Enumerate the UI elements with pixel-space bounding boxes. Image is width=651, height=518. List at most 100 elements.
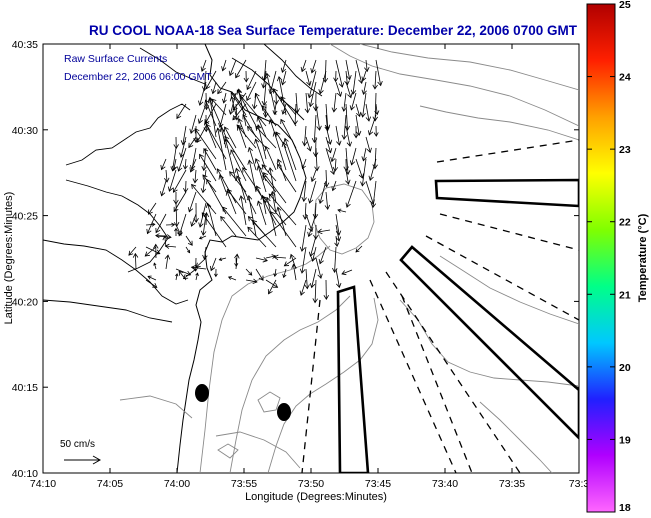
colorbar <box>586 3 616 513</box>
current-vector <box>215 127 227 171</box>
radar-beam-dashed-lines <box>301 139 579 473</box>
current-vector <box>308 235 317 257</box>
colorbar-tick-label: 25 <box>619 0 631 11</box>
current-vector <box>175 224 182 236</box>
current-vector <box>256 165 267 193</box>
current-vector <box>272 103 278 115</box>
current-vector <box>245 268 253 276</box>
current-vector <box>263 172 287 204</box>
current-vector <box>283 137 297 171</box>
current-vector <box>227 188 247 215</box>
current-vector <box>261 105 277 127</box>
coastline <box>176 44 307 473</box>
current-vector <box>280 118 297 149</box>
current-vector <box>225 190 237 215</box>
current-vector <box>299 224 307 252</box>
current-vector <box>307 70 317 99</box>
current-vector <box>312 92 319 112</box>
current-vector <box>162 235 168 248</box>
current-vector <box>153 262 157 270</box>
current-vector <box>176 103 187 120</box>
current-vector <box>160 180 167 197</box>
y-tick-label: 40:10 <box>12 468 38 480</box>
current-vector <box>299 279 307 296</box>
coastline-bay <box>43 103 191 323</box>
current-vector <box>218 103 227 129</box>
current-vector <box>372 70 378 90</box>
current-vector <box>200 169 207 194</box>
current-vector <box>224 126 237 149</box>
current-vector <box>254 138 267 171</box>
current-vector <box>201 212 227 248</box>
current-vector <box>132 252 139 270</box>
current-vector <box>309 268 317 289</box>
legend-line-2: December 22, 2006 06:00 GMT <box>64 71 212 83</box>
current-vector <box>153 243 159 259</box>
current-vector <box>344 70 350 86</box>
y-axis-label: Latitude (Degrees:Minutes) <box>3 192 15 325</box>
current-vector <box>218 257 227 261</box>
current-vector <box>203 148 217 171</box>
current-vector <box>277 163 297 193</box>
current-vector <box>191 183 217 215</box>
current-vector <box>304 268 310 290</box>
current-vector <box>291 263 297 281</box>
current-vector <box>167 169 177 192</box>
current-vector <box>190 264 207 271</box>
y-tick-label: 40:30 <box>12 125 38 137</box>
current-vector <box>301 180 307 203</box>
current-vector <box>307 180 317 204</box>
current-vector <box>145 222 156 227</box>
current-vector <box>315 257 323 279</box>
beam-dashed-line <box>425 235 579 321</box>
current-vector <box>198 81 207 106</box>
current-vector <box>341 269 353 276</box>
current-vector <box>282 268 287 279</box>
current-vector <box>324 191 331 210</box>
current-vector <box>304 92 311 114</box>
current-vector <box>227 276 237 281</box>
current-vector <box>177 147 187 172</box>
current-vector <box>147 275 157 281</box>
current-vector <box>349 147 357 166</box>
current-vector <box>245 278 258 284</box>
current-vector <box>220 215 237 237</box>
current-vector <box>195 257 207 268</box>
current-vector <box>239 93 267 127</box>
current-vector <box>361 81 367 95</box>
x-tick-label: 73:40 <box>432 478 458 490</box>
beam-outline-southeast <box>399 245 579 440</box>
current-vector <box>280 96 297 116</box>
current-vector <box>192 169 198 184</box>
current-vector <box>310 169 317 183</box>
current-vector <box>228 59 237 77</box>
current-vector <box>175 273 179 281</box>
current-vector <box>372 147 378 170</box>
current-vector <box>335 59 345 88</box>
current-vector <box>299 246 307 274</box>
current-vector <box>164 254 171 270</box>
colorbar-tick-label: 19 <box>619 434 631 446</box>
current-vector <box>368 158 377 181</box>
current-vector <box>367 114 377 136</box>
current-vector <box>365 103 372 122</box>
scale-arrow <box>64 455 102 465</box>
current-vector <box>312 279 318 304</box>
current-vector <box>207 96 217 138</box>
current-vector <box>273 254 287 261</box>
current-vector <box>189 158 197 173</box>
current-vector <box>190 213 197 227</box>
current-vector <box>305 136 312 152</box>
current-vector <box>171 158 178 171</box>
current-vector <box>325 125 333 145</box>
current-vector <box>333 70 339 83</box>
current-vector <box>308 81 317 108</box>
current-vector <box>247 216 277 248</box>
current-vector <box>335 125 342 146</box>
current-vector <box>209 257 217 272</box>
current-vector <box>188 136 197 149</box>
colorbar-tick-label: 22 <box>619 217 631 229</box>
current-vector <box>234 253 240 270</box>
current-vector <box>221 59 227 72</box>
